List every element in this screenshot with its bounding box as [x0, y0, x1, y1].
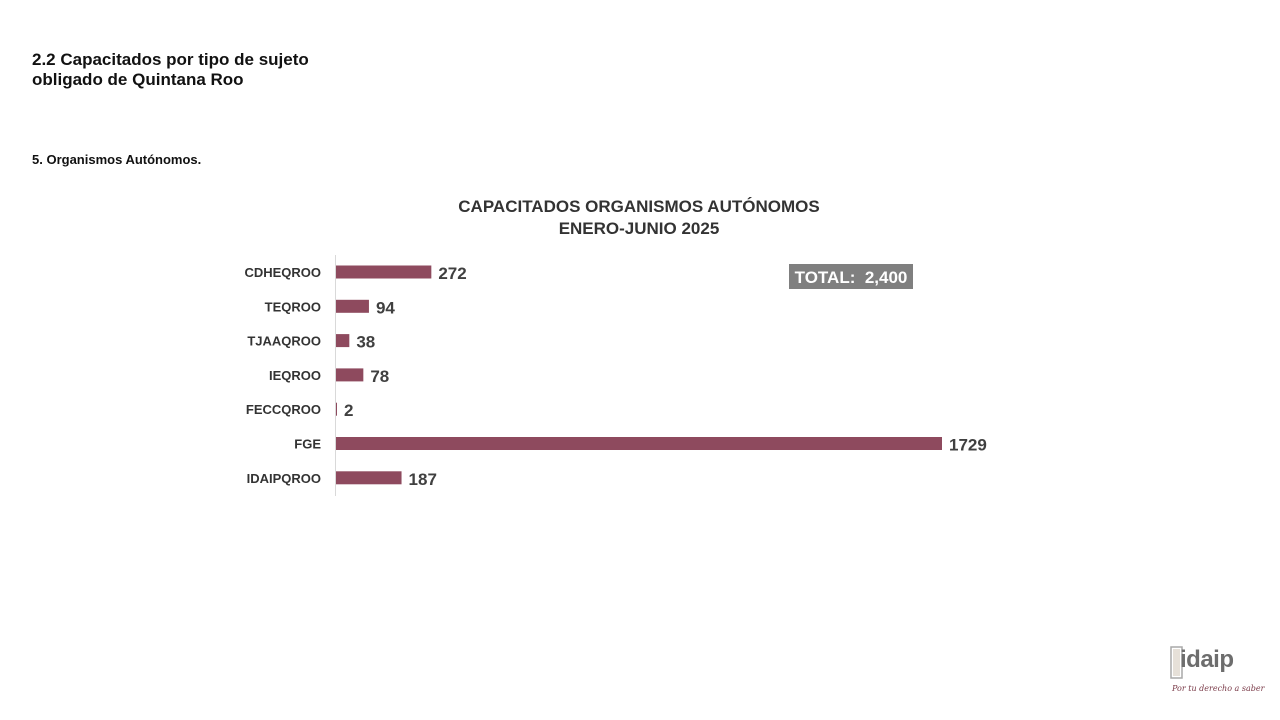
data-label: 78	[370, 367, 389, 386]
bar	[336, 437, 942, 450]
section-title-line1: 2.2 Capacitados por tipo de sujeto	[32, 50, 309, 69]
category-label: TEQROO	[265, 299, 321, 314]
category-label: IDAIPQROO	[247, 471, 321, 486]
chart-title-line2: ENERO-JUNIO 2025	[559, 219, 720, 238]
total-box	[789, 264, 913, 289]
bar	[336, 471, 402, 485]
bars-group: CDHEQROO 272 TEQROO 94 TJAAQROO 38 IEQROO 78 FEC…	[244, 264, 986, 489]
logo-wordmark: idaip	[1180, 646, 1234, 673]
category-label: IEQROO	[269, 368, 321, 383]
category-label: FECCQROO	[246, 402, 321, 417]
subsection-label: 5. Organismos Autónomos.	[32, 152, 202, 167]
chart-title-line1: CAPACITADOS ORGANISMOS AUTÓNOMOS	[458, 197, 819, 216]
data-label: 187	[409, 470, 437, 489]
bar	[336, 402, 337, 416]
logo-tagline: Por tu derecho a saber	[1172, 684, 1265, 693]
bar	[336, 299, 369, 313]
bar	[336, 334, 350, 348]
category-label: TJAAQROO	[247, 334, 321, 349]
data-label: 38	[356, 333, 375, 352]
idaip-logo-icon	[1170, 646, 1183, 679]
category-label: CDHEQROO	[244, 265, 321, 280]
data-label: 2	[344, 401, 353, 420]
total-label: TOTAL: 2,400	[795, 268, 908, 287]
bar	[336, 368, 364, 382]
idaip-logo: idaip Por tu derecho a saber	[1166, 644, 1264, 704]
category-label: FGE	[294, 437, 321, 452]
data-label: 272	[438, 264, 466, 283]
data-label: 1729	[949, 436, 987, 455]
section-title-line2: obligado de Quintana Roo	[32, 70, 244, 89]
data-label: 94	[376, 298, 395, 317]
section-title: 2.2 Capacitados por tipo de sujeto oblig…	[32, 50, 432, 90]
bar	[336, 265, 432, 279]
